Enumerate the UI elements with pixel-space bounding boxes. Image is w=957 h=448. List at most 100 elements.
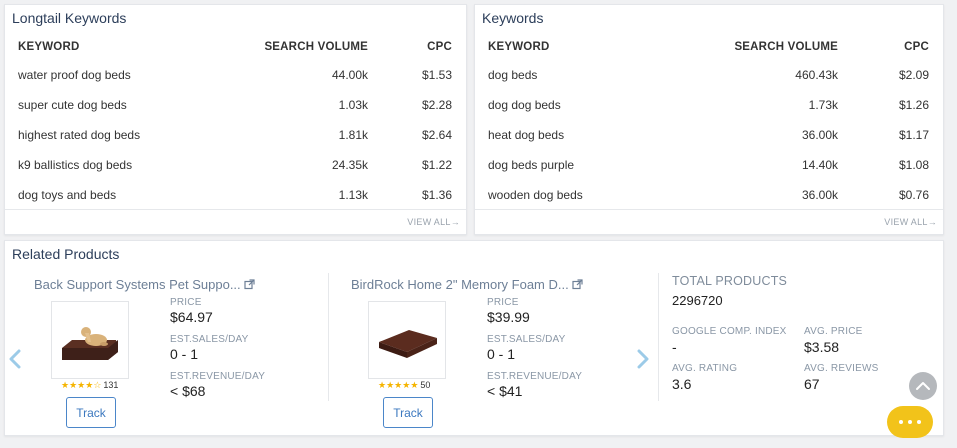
keyword-cell: water proof dog beds <box>18 68 131 82</box>
product-image[interactable] <box>368 301 446 379</box>
star-icon: ★ <box>378 380 387 390</box>
table-row: dog dog beds 1.73k $1.26 <box>475 90 943 120</box>
sales-label: EST.SALES/DAY <box>487 334 566 345</box>
longtail-header-volume: SEARCH VOLUME <box>264 41 368 53</box>
longtail-title: Longtail Keywords <box>12 10 127 26</box>
product-image[interactable] <box>51 301 129 379</box>
chevron-right-icon[interactable] <box>635 349 651 369</box>
stats-divider <box>658 273 659 401</box>
product-card: BirdRock Home 2" Memory Foam D... ★★★★★ 5… <box>351 274 651 434</box>
cpc-cell: $1.53 <box>421 68 452 82</box>
star-icon: ★ <box>386 380 395 390</box>
volume-cell: 1.81k <box>338 128 368 142</box>
product-title: Back Support Systems Pet Suppo... <box>34 277 241 292</box>
cpc-cell: $1.22 <box>421 158 452 172</box>
track-button[interactable]: Track <box>383 397 433 428</box>
keyword-cell: dog toys and beds <box>18 188 117 202</box>
total-products-label: TOTAL PRODUCTS <box>672 274 788 288</box>
avg-reviews-value: 67 <box>804 376 820 392</box>
revenue-value: < $68 <box>170 383 206 399</box>
more-dots-icon <box>917 420 921 424</box>
cpc-cell: $0.76 <box>898 188 929 202</box>
product-title: BirdRock Home 2" Memory Foam D... <box>351 277 569 292</box>
table-row: heat dog beds 36.00k $1.17 <box>475 120 943 150</box>
volume-cell: 14.40k <box>801 158 838 172</box>
keyword-cell: k9 ballistics dog beds <box>18 158 133 172</box>
related-products-card: Related Products Back Support Systems Pe… <box>4 240 944 436</box>
google-comp-index-label: GOOGLE COMP. INDEX <box>672 326 787 337</box>
cpc-cell: $1.08 <box>898 158 929 172</box>
keyword-cell: heat dog beds <box>488 128 565 142</box>
sales-value: 0 - 1 <box>487 346 516 362</box>
keyword-cell: dog dog beds <box>488 98 561 112</box>
keyword-cell: dog beds <box>488 68 538 82</box>
price-value: $64.97 <box>170 309 213 325</box>
cpc-cell: $2.64 <box>421 128 452 142</box>
memory-foam-bed-image <box>379 330 437 358</box>
volume-cell: 1.73k <box>808 98 838 112</box>
google-comp-index-value: - <box>672 339 677 355</box>
star-icon: ★ <box>410 380 419 390</box>
keywords-header-cpc: CPC <box>904 41 929 53</box>
rating-stars: ★★★★☆ 131 <box>61 380 118 391</box>
total-products-value: 2296720 <box>672 293 723 308</box>
keyword-cell: highest rated dog beds <box>18 128 141 142</box>
dog-bed-image <box>62 327 118 360</box>
card-divider <box>475 209 943 210</box>
price-value: $39.99 <box>487 309 530 325</box>
revenue-label: EST.REVENUE/DAY <box>487 371 583 382</box>
track-button[interactable]: Track <box>66 397 116 428</box>
table-row: dog beds purple 14.40k $1.08 <box>475 150 943 180</box>
volume-cell: 36.00k <box>801 128 838 142</box>
sales-label: EST.SALES/DAY <box>170 334 249 345</box>
price-label: PRICE <box>487 297 519 308</box>
star-icon: ★ <box>77 380 86 390</box>
volume-cell: 460.43k <box>795 68 838 82</box>
cpc-cell: $1.17 <box>898 128 929 142</box>
longtail-header-keyword: KEYWORD <box>18 41 80 53</box>
cpc-cell: $2.09 <box>898 68 929 82</box>
table-row: dog toys and beds 1.13k $1.36 <box>5 180 466 210</box>
external-link-icon[interactable] <box>572 279 583 290</box>
revenue-label: EST.REVENUE/DAY <box>170 371 266 382</box>
avg-rating-value: 3.6 <box>672 376 692 392</box>
sales-value: 0 - 1 <box>170 346 199 362</box>
star-icon: ★ <box>61 380 70 390</box>
more-dots-icon <box>908 420 912 424</box>
cpc-cell: $1.36 <box>421 188 452 202</box>
keyword-cell: super cute dog beds <box>18 98 127 112</box>
review-count: 50 <box>420 380 431 390</box>
volume-cell: 1.13k <box>338 188 368 202</box>
keywords-header-keyword: KEYWORD <box>488 41 550 53</box>
keyword-cell: wooden dog beds <box>488 188 583 202</box>
chat-button[interactable] <box>887 406 933 438</box>
keywords-view-all-link[interactable]: VIEW ALL→ <box>884 217 937 227</box>
table-row: k9 ballistics dog beds 24.35k $1.22 <box>5 150 466 180</box>
longtail-view-all-link[interactable]: VIEW ALL→ <box>407 217 460 227</box>
price-label: PRICE <box>170 297 202 308</box>
keywords-header-volume: SEARCH VOLUME <box>734 41 838 53</box>
volume-cell: 24.35k <box>331 158 368 172</box>
volume-cell: 44.00k <box>331 68 368 82</box>
product-title-link[interactable]: BirdRock Home 2" Memory Foam D... <box>351 277 583 292</box>
avg-price-value: $3.58 <box>804 339 840 355</box>
chevron-up-icon <box>916 382 930 390</box>
product-title-link[interactable]: Back Support Systems Pet Suppo... <box>34 277 255 292</box>
chevron-left-icon[interactable] <box>7 349 23 369</box>
avg-reviews-label: AVG. REVIEWS <box>804 363 879 374</box>
avg-price-label: AVG. PRICE <box>804 326 863 337</box>
scroll-to-top-button[interactable] <box>909 372 937 400</box>
product-divider <box>328 273 329 401</box>
star-empty-icon: ☆ <box>93 380 102 390</box>
more-dots-icon <box>899 420 903 424</box>
star-icon: ★ <box>85 380 94 390</box>
related-title: Related Products <box>12 246 120 262</box>
volume-cell: 1.03k <box>338 98 368 112</box>
longtail-header-cpc: CPC <box>427 41 452 53</box>
table-row: wooden dog beds 36.00k $0.76 <box>475 180 943 210</box>
external-link-icon[interactable] <box>244 279 255 290</box>
star-icon: ★ <box>402 380 411 390</box>
table-row: dog beds 460.43k $2.09 <box>475 60 943 90</box>
star-icon: ★ <box>69 380 78 390</box>
cpc-cell: $2.28 <box>421 98 452 112</box>
